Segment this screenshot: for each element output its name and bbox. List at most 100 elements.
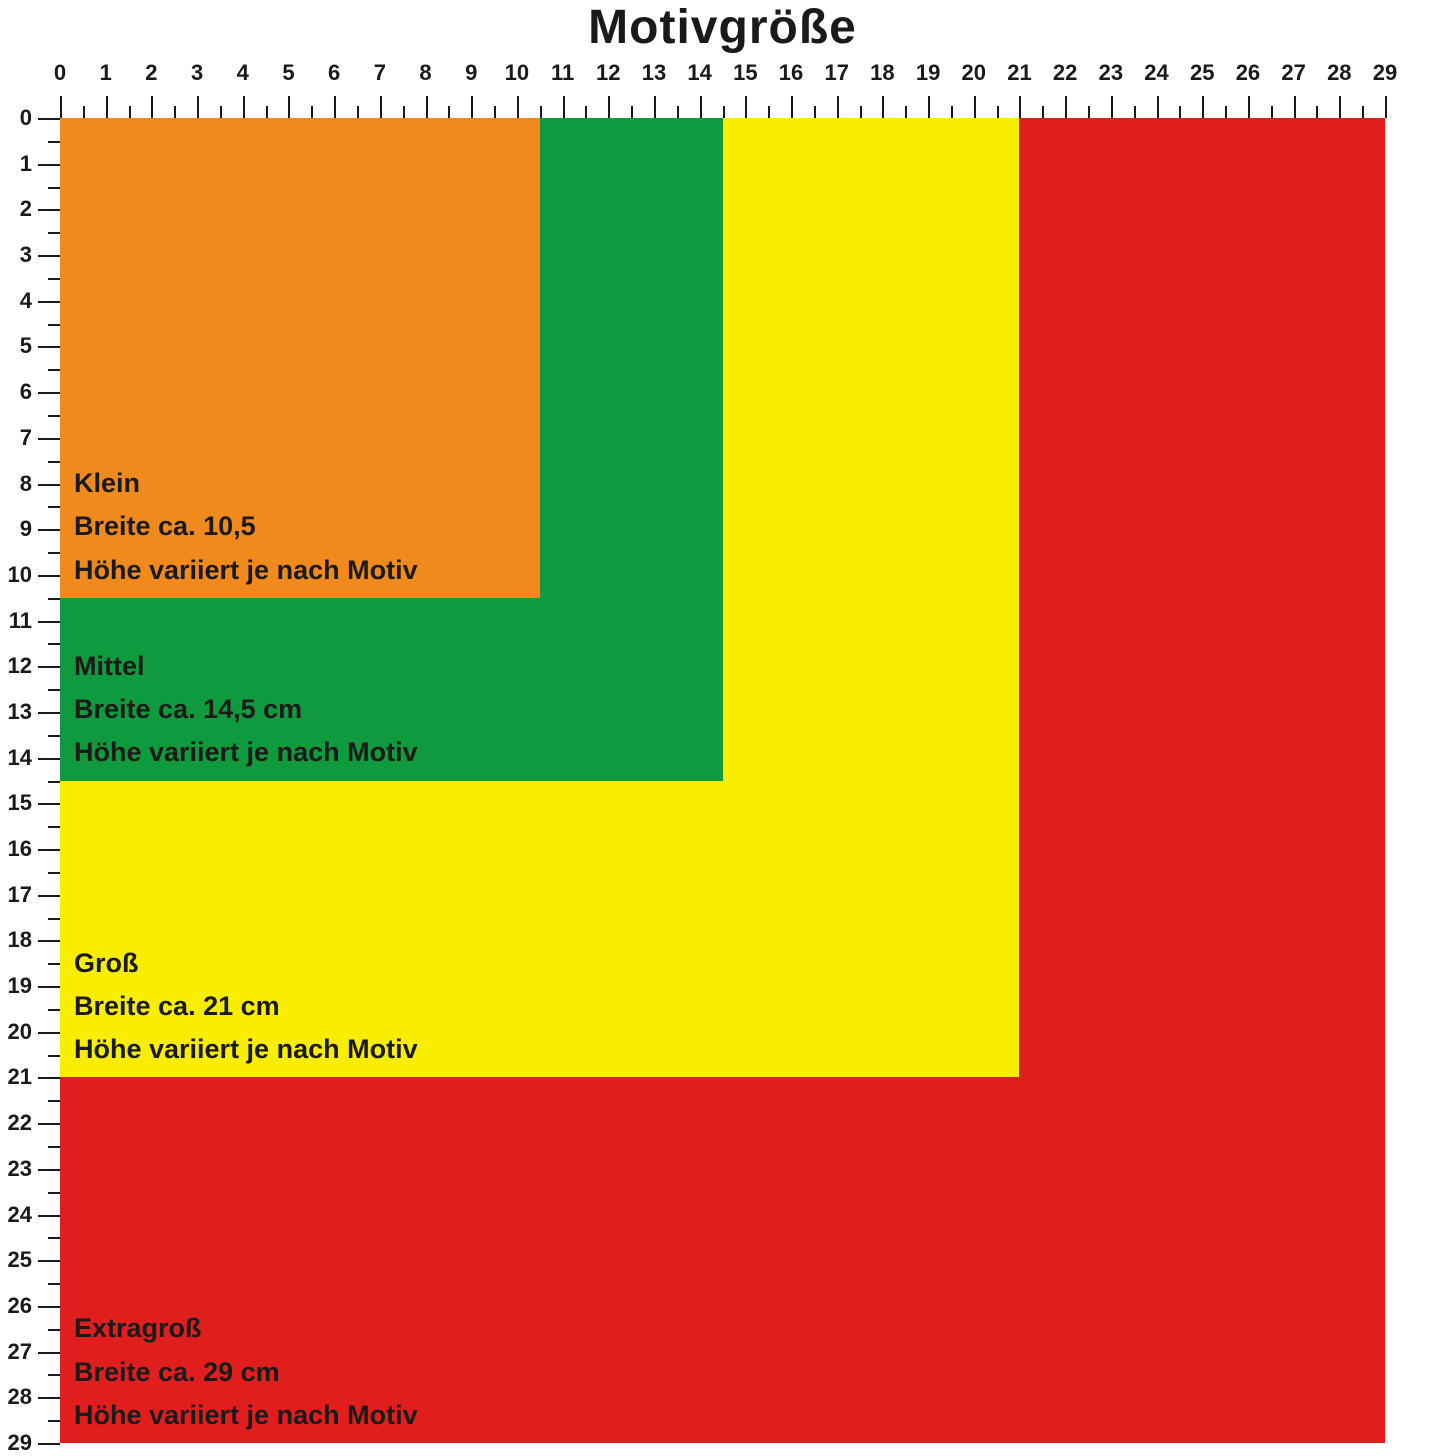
h-ruler-label: 8 bbox=[419, 60, 431, 86]
v-tick-minor bbox=[48, 1329, 60, 1331]
h-tick-major bbox=[974, 96, 976, 118]
v-ruler-label: 8 bbox=[20, 471, 32, 497]
h-ruler-label: 22 bbox=[1053, 60, 1077, 86]
h-tick-minor bbox=[540, 106, 542, 118]
v-tick-major bbox=[38, 1260, 60, 1262]
h-tick-minor bbox=[1134, 106, 1136, 118]
h-ruler-label: 17 bbox=[824, 60, 848, 86]
h-tick-major bbox=[1019, 96, 1021, 118]
diagram-title: Motivgröße bbox=[0, 0, 1445, 55]
v-tick-minor bbox=[48, 643, 60, 645]
h-ruler-label: 4 bbox=[237, 60, 249, 86]
size-box-klein: KleinBreite ca. 10,5Höhe variiert je nac… bbox=[60, 118, 540, 598]
v-tick-minor bbox=[48, 1420, 60, 1422]
h-tick-major bbox=[1294, 96, 1296, 118]
h-tick-major bbox=[517, 96, 519, 118]
v-tick-minor bbox=[48, 689, 60, 691]
h-tick-major bbox=[837, 96, 839, 118]
v-ruler-label: 23 bbox=[8, 1156, 32, 1182]
v-tick-minor bbox=[48, 872, 60, 874]
v-ruler-label: 21 bbox=[8, 1064, 32, 1090]
size-box-label-extragross: ExtragroßBreite ca. 29 cmHöhe variiert j… bbox=[74, 1307, 418, 1437]
h-tick-minor bbox=[311, 106, 313, 118]
v-tick-minor bbox=[48, 781, 60, 783]
h-ruler-label: 25 bbox=[1190, 60, 1214, 86]
h-tick-major bbox=[563, 96, 565, 118]
h-ruler-label: 16 bbox=[779, 60, 803, 86]
h-tick-minor bbox=[631, 106, 633, 118]
v-tick-major bbox=[38, 1077, 60, 1079]
v-tick-major bbox=[38, 209, 60, 211]
v-tick-minor bbox=[48, 1283, 60, 1285]
h-tick-minor bbox=[266, 106, 268, 118]
v-ruler-label: 4 bbox=[20, 288, 32, 314]
h-ruler-label: 28 bbox=[1327, 60, 1351, 86]
h-tick-minor bbox=[860, 106, 862, 118]
v-ruler-label: 24 bbox=[8, 1202, 32, 1228]
h-ruler-label: 10 bbox=[505, 60, 529, 86]
h-tick-minor bbox=[1179, 106, 1181, 118]
h-tick-major bbox=[471, 96, 473, 118]
h-ruler-label: 2 bbox=[145, 60, 157, 86]
horizontal-ruler: 0123456789101112131415161718192021222324… bbox=[60, 60, 1445, 118]
v-ruler-label: 27 bbox=[8, 1339, 32, 1365]
size-diagram: Motivgröße 01234567891011121314151617181… bbox=[0, 0, 1445, 1445]
v-tick-minor bbox=[48, 324, 60, 326]
h-ruler-label: 29 bbox=[1373, 60, 1397, 86]
v-tick-major bbox=[38, 803, 60, 805]
h-ruler-label: 21 bbox=[1007, 60, 1031, 86]
v-tick-minor bbox=[48, 506, 60, 508]
h-tick-minor bbox=[1362, 106, 1364, 118]
v-tick-minor bbox=[48, 963, 60, 965]
h-tick-major bbox=[1157, 96, 1159, 118]
h-ruler-label: 5 bbox=[282, 60, 294, 86]
size-box-label-gross: GroßBreite ca. 21 cmHöhe variiert je nac… bbox=[74, 942, 418, 1072]
h-tick-major bbox=[928, 96, 930, 118]
h-ruler-label: 7 bbox=[374, 60, 386, 86]
v-tick-major bbox=[38, 1032, 60, 1034]
v-tick-minor bbox=[48, 415, 60, 417]
v-tick-minor bbox=[48, 141, 60, 143]
size-label-width: Breite ca. 10,5 bbox=[74, 505, 418, 548]
size-label-width: Breite ca. 14,5 cm bbox=[74, 688, 418, 731]
v-ruler-label: 10 bbox=[8, 562, 32, 588]
v-tick-major bbox=[38, 255, 60, 257]
v-ruler-label: 15 bbox=[8, 790, 32, 816]
h-tick-major bbox=[1065, 96, 1067, 118]
h-tick-minor bbox=[403, 106, 405, 118]
h-ruler-label: 19 bbox=[916, 60, 940, 86]
h-tick-major bbox=[60, 96, 62, 118]
v-tick-minor bbox=[48, 826, 60, 828]
v-ruler-label: 26 bbox=[8, 1293, 32, 1319]
v-tick-major bbox=[38, 895, 60, 897]
v-ruler-label: 1 bbox=[20, 151, 32, 177]
v-ruler-label: 3 bbox=[20, 242, 32, 268]
v-tick-minor bbox=[48, 187, 60, 189]
v-tick-minor bbox=[48, 461, 60, 463]
vertical-ruler: 0123456789101112131415161718192021222324… bbox=[0, 118, 60, 1445]
h-ruler-label: 24 bbox=[1144, 60, 1168, 86]
h-ruler-label: 26 bbox=[1236, 60, 1260, 86]
v-tick-minor bbox=[48, 1374, 60, 1376]
v-tick-major bbox=[38, 1397, 60, 1399]
h-tick-minor bbox=[1271, 106, 1273, 118]
v-tick-major bbox=[38, 392, 60, 394]
h-tick-major bbox=[151, 96, 153, 118]
h-ruler-label: 0 bbox=[54, 60, 66, 86]
v-tick-major bbox=[38, 438, 60, 440]
size-label-title: Mittel bbox=[74, 645, 418, 688]
h-tick-major bbox=[243, 96, 245, 118]
h-ruler-label: 15 bbox=[733, 60, 757, 86]
v-tick-minor bbox=[48, 552, 60, 554]
v-tick-minor bbox=[48, 1100, 60, 1102]
h-tick-minor bbox=[723, 106, 725, 118]
v-tick-major bbox=[38, 118, 60, 120]
v-ruler-label: 11 bbox=[9, 608, 32, 634]
v-tick-major bbox=[38, 1352, 60, 1354]
v-ruler-label: 6 bbox=[20, 379, 32, 405]
h-tick-minor bbox=[448, 106, 450, 118]
h-tick-minor bbox=[768, 106, 770, 118]
v-ruler-label: 13 bbox=[8, 699, 32, 725]
h-tick-major bbox=[1111, 96, 1113, 118]
v-tick-major bbox=[38, 712, 60, 714]
